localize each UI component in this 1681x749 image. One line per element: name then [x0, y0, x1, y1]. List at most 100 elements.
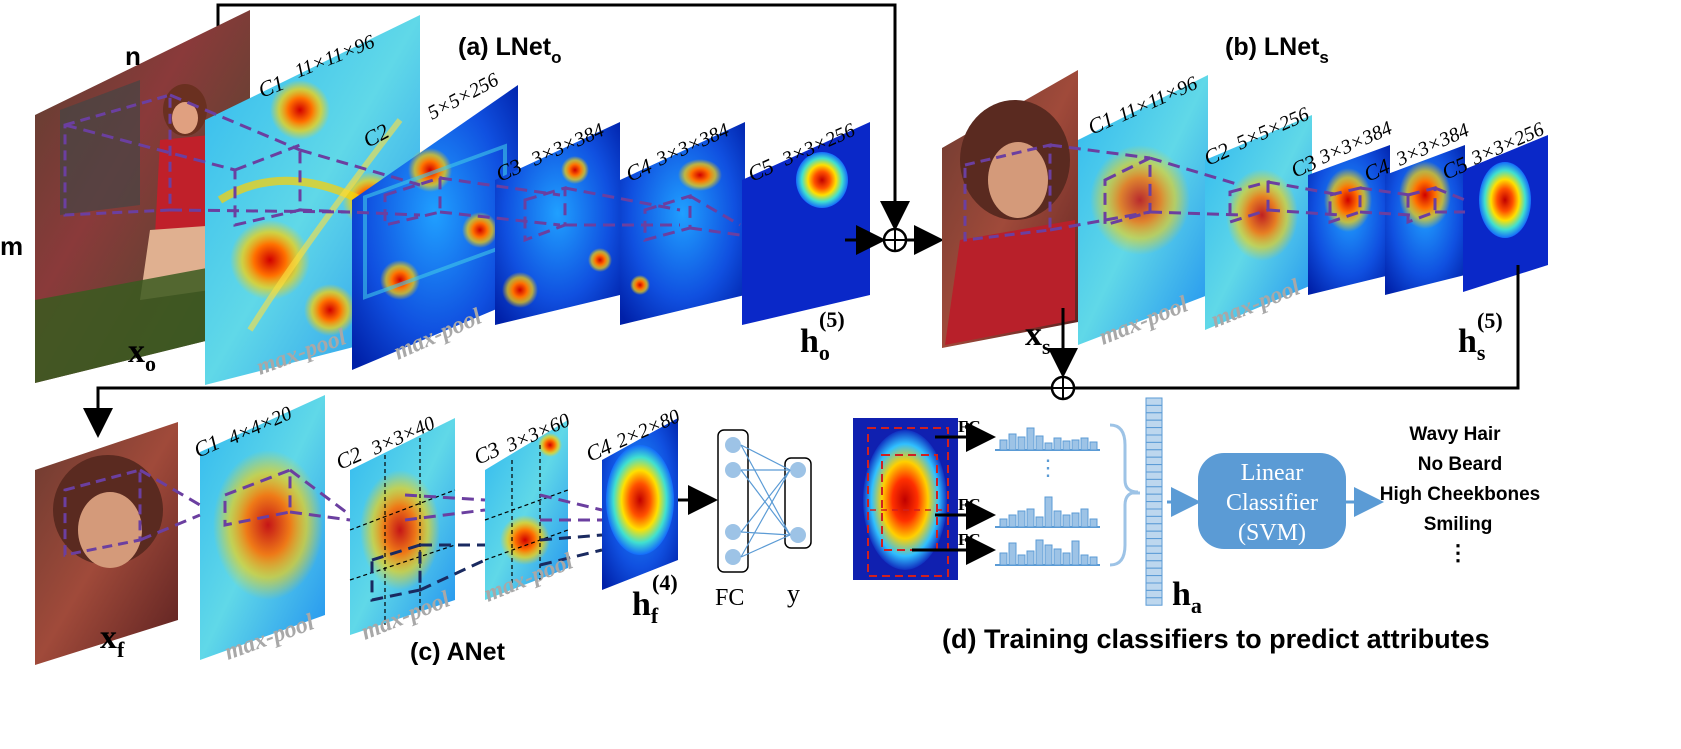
lnet-o-projection-lines — [64, 93, 741, 243]
feature-vector-cell — [1145, 493, 1163, 503]
label-ho5: ho — [800, 323, 830, 365]
anet-c3-map — [484, 420, 569, 600]
histogram-bar — [1080, 554, 1089, 566]
feature-vector-cell — [1145, 464, 1163, 473]
lnet-s-c1-map — [1078, 75, 1208, 345]
fc-network[interactable] — [717, 429, 812, 573]
feature-vector-ha — [1145, 397, 1163, 606]
middle-connector — [83, 265, 1520, 438]
fc-arrows — [912, 422, 996, 565]
label-m: m — [0, 231, 23, 261]
histogram-dots: ⋮ — [1037, 455, 1059, 480]
histogram-bar — [1089, 441, 1098, 451]
histogram-bar — [1008, 514, 1017, 528]
feature-vector-cell — [1145, 552, 1163, 562]
histogram-bar — [1062, 514, 1071, 528]
histogram-bar — [1071, 512, 1080, 528]
feature-vector-cell — [1145, 486, 1163, 495]
feature-vector-cell — [1145, 582, 1163, 591]
lnet-s-projection-lines — [1049, 143, 1466, 232]
feature-vector-cell — [1145, 545, 1163, 554]
histogram-bar — [1089, 518, 1098, 528]
training-fc-label-2: FC — [958, 495, 981, 514]
feature-vector-cell — [1145, 538, 1163, 547]
feature-vector-cell — [1145, 530, 1163, 540]
title-lnet-s: (b) LNets — [1225, 33, 1329, 67]
feature-vector-cell — [1145, 471, 1163, 480]
label-n: n — [125, 41, 141, 71]
histogram-bar — [1017, 510, 1026, 528]
anet-c1-map — [200, 395, 325, 660]
label-fc: FC — [715, 585, 744, 611]
attribute-high-cheekbones: High Cheekbones — [1380, 484, 1540, 505]
face-heatmap-boxes — [853, 418, 958, 580]
lnet-o-c4-map — [620, 122, 745, 325]
input-photo-xs — [942, 70, 1078, 348]
feature-vector-cell — [1145, 441, 1163, 451]
feature-vector-cell — [1145, 427, 1163, 436]
histogram-bar — [1026, 550, 1035, 566]
feature-vector-cell — [1145, 449, 1163, 458]
label-hs5-sup: (5) — [1477, 308, 1503, 333]
histogram-bar — [1071, 439, 1080, 451]
lnet-s-c2-map — [1205, 115, 1312, 330]
linear-classifier-box[interactable] — [1198, 453, 1346, 549]
training-fc-label-1: FC — [958, 417, 981, 436]
feature-vector-cell — [1145, 501, 1163, 510]
title-training: (d) Training classifiers to predict attr… — [942, 624, 1490, 654]
histogram-bar — [1080, 508, 1089, 528]
feature-vector-cell — [1145, 456, 1163, 466]
histogram-bar — [1053, 510, 1062, 528]
histogram-bar — [1035, 516, 1044, 528]
histogram-bar — [1008, 542, 1017, 566]
feature-vector-cell — [1145, 412, 1163, 421]
histogram-bar — [1026, 427, 1035, 451]
histogram-bar — [1071, 540, 1080, 566]
feature-vector-cell — [1145, 560, 1163, 569]
feature-vector-cell — [1145, 515, 1163, 525]
histogram-bar — [1026, 508, 1035, 528]
histogram-bar — [999, 552, 1008, 566]
label-y: y — [787, 579, 800, 608]
training-fc-label-3: FC — [958, 530, 981, 549]
feature-vector-cell — [1145, 575, 1163, 584]
histogram-bar — [1053, 548, 1062, 566]
anet-c2-map — [349, 418, 456, 635]
feature-vector-cell — [1145, 523, 1163, 532]
feature-vector-cell — [1145, 567, 1163, 577]
feature-vector-cell — [1145, 589, 1163, 599]
classifier-line-1: Linear — [1241, 460, 1304, 486]
feature-vector-cell — [1145, 404, 1163, 414]
histogram-bar — [1044, 442, 1053, 451]
label-xf: xf — [100, 619, 125, 662]
attribute-no-beard: No Beard — [1418, 454, 1502, 475]
feature-vector-cell — [1145, 434, 1163, 443]
label-hf4-sup: (4) — [652, 570, 678, 595]
histogram-bar — [1008, 433, 1017, 451]
histogram-bar — [1017, 436, 1026, 451]
feature-vector-cell — [1145, 478, 1163, 488]
lnet-o-output-arrow — [845, 225, 944, 255]
label-ha: ha — [1172, 576, 1202, 618]
attribute-wavy-hair: Wavy Hair — [1409, 424, 1501, 445]
lnet-s-c5-map — [1463, 135, 1548, 292]
histogram-bar — [1044, 496, 1053, 528]
histogram-bar — [999, 439, 1008, 451]
label-ho5-sup: (5) — [819, 307, 845, 332]
histogram-bar — [1044, 544, 1053, 566]
feature-vector-cell — [1145, 508, 1163, 517]
label-hs5: hs — [1458, 323, 1486, 365]
lnet-o-c5-map — [742, 122, 870, 325]
histogram-bar — [1089, 556, 1098, 566]
attribute-more: ⋮ — [1447, 540, 1469, 565]
histogram-bar — [1062, 552, 1071, 566]
histogram-bar — [1035, 435, 1044, 451]
label-xo: xo — [128, 333, 156, 376]
label-xs: xs — [1025, 316, 1051, 359]
classifier-line-3: (SVM) — [1238, 520, 1306, 546]
histogram-bar — [1080, 437, 1089, 451]
input-photo-xo — [35, 10, 250, 383]
feature-vector-cell — [1145, 419, 1163, 429]
